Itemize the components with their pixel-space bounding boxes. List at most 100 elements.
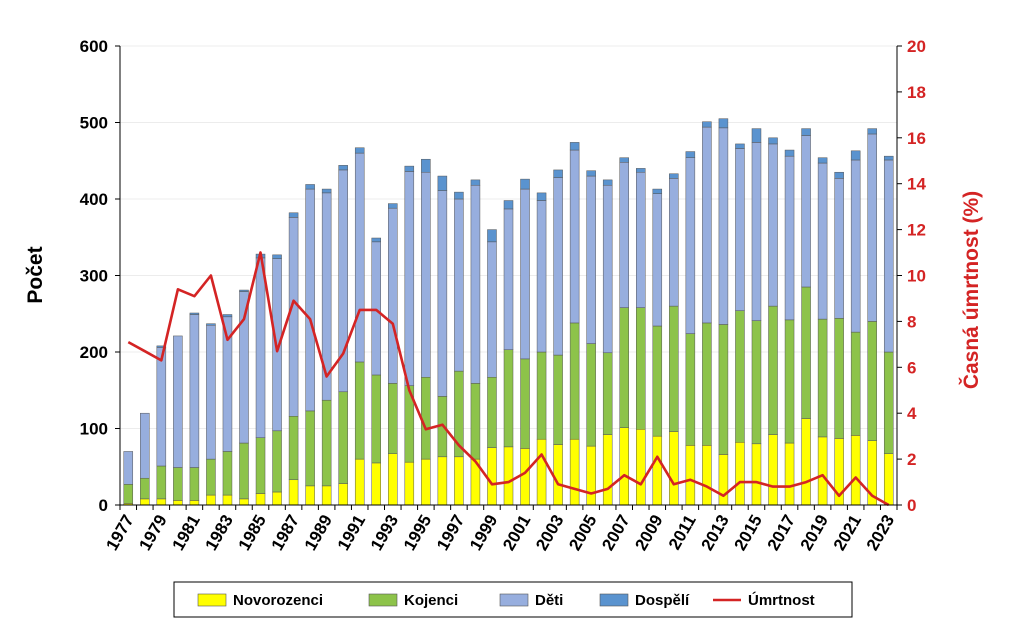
bar-kojenci-1999: [487, 376, 497, 448]
bar-děti-1982: [206, 324, 216, 460]
y-tick-label: 600: [80, 37, 108, 56]
bar-dospělí-1987: [288, 212, 299, 218]
bar-dospělí-2004: [569, 142, 580, 151]
legend-item-dospělí-label: Dospělí: [635, 592, 690, 609]
bar-dospělí-2008: [636, 168, 646, 173]
bar-novorozenci-2021: [850, 435, 861, 506]
bar-děti-1988: [305, 188, 315, 412]
bar-dospělí-1999: [487, 229, 497, 243]
bar-novorozenci-2010: [669, 431, 679, 506]
bar-novorozenci-2012: [702, 445, 712, 506]
bar-novorozenci-2005: [586, 445, 596, 506]
bar-dospělí-2001: [520, 178, 530, 190]
bar-novorozenci-1988: [305, 485, 315, 506]
bar-dospělí-2013: [718, 118, 729, 129]
bar-kojenci-2013: [718, 324, 729, 455]
bar-novorozenci-1999: [487, 447, 497, 506]
bar-děti-2012: [702, 126, 712, 324]
bar-kojenci-2007: [619, 307, 629, 428]
bar-dospělí-1994: [404, 165, 415, 172]
y-tick-label: 300: [80, 267, 108, 286]
bar-novorozenci-1985: [255, 493, 266, 506]
bar-novorozenci-1984: [239, 498, 249, 506]
bar-kojenci-2009: [652, 325, 663, 437]
bar-dospělí-2022: [867, 128, 877, 135]
bar-kojenci-1990: [338, 391, 348, 484]
bar-kojenci-1986: [272, 430, 282, 493]
x-axis-ticks: 1977197919811983198519871989199119931995…: [102, 505, 898, 554]
bar-děti-2020: [834, 178, 844, 319]
y2-tick-label: 8: [907, 312, 916, 331]
legend-item-kojenci-label: Kojenci: [404, 592, 458, 609]
y2-tick-label: 2: [907, 450, 916, 469]
bar-kojenci-2008: [636, 307, 646, 430]
bar-novorozenci-1989: [321, 485, 332, 506]
bar-kojenci-1984: [239, 442, 249, 500]
bar-novorozenci-1990: [338, 483, 348, 506]
left-axis-ticks: 0 100 200 300 400 500 600: [80, 37, 120, 515]
bar-novorozenci-2008: [636, 429, 646, 506]
bar-novorozenci-2015: [751, 443, 762, 506]
bar-dospělí-2014: [735, 143, 745, 149]
y2-tick-label: 14: [907, 175, 926, 194]
bar-kojenci-1977: [123, 484, 134, 504]
bar-děti-2019: [817, 162, 828, 320]
bar-kojenci-1989: [321, 399, 332, 487]
bar-kojenci-2020: [834, 318, 844, 439]
bar-kojenci-2018: [801, 286, 811, 419]
bar-novorozenci-1994: [404, 461, 415, 506]
x-tick-label: 2019: [797, 512, 832, 554]
mortality-line-layer: [127, 251, 890, 507]
bar-novorozenci-2004: [569, 438, 580, 506]
bar-děti-2006: [602, 184, 613, 354]
bar-kojenci-2000: [503, 349, 514, 448]
bar-novorozenci-1991: [354, 458, 365, 506]
bar-kojenci-2002: [536, 351, 547, 440]
bar-dospělí-2015: [751, 128, 762, 143]
bar-kojenci-1998: [470, 383, 481, 460]
bar-dospělí-2002: [536, 192, 547, 201]
bar-dospělí-1984: [239, 289, 249, 292]
bar-novorozenci-2006: [602, 434, 613, 506]
bar-děti-1977: [123, 451, 134, 485]
x-tick-label: 2003: [532, 512, 567, 554]
bar-dospělí-1988: [305, 184, 315, 190]
y-tick-label: 400: [80, 190, 108, 209]
bar-děti-2021: [850, 159, 861, 333]
bar-kojenci-1982: [206, 458, 216, 496]
x-tick-label: 2013: [698, 512, 733, 554]
legend-item-děti-swatch: [499, 593, 529, 607]
bar-děti-2017: [784, 155, 795, 321]
bar-dospělí-2005: [586, 170, 596, 177]
bar-dospělí-1983: [222, 314, 233, 318]
bar-děti-2013: [718, 127, 729, 325]
bar-dospělí-2011: [685, 151, 696, 158]
bar-děti-2002: [536, 200, 547, 353]
bar-děti-1992: [371, 241, 381, 376]
bar-dospělí-1989: [321, 188, 332, 194]
bar-děti-2010: [669, 178, 679, 307]
bar-kojenci-2004: [569, 322, 580, 440]
bar-děti-1987: [288, 217, 299, 417]
bar-děti-1978: [140, 412, 150, 479]
legend-item-dospělí-swatch: [599, 593, 629, 607]
y2-tick-label: 6: [907, 358, 916, 377]
y-axis-title: Počet: [24, 246, 47, 303]
bar-kojenci-2010: [669, 305, 679, 432]
y2-tick-label: 0: [907, 496, 916, 515]
x-tick-label: 1997: [433, 512, 468, 554]
bar-kojenci-2012: [702, 322, 712, 446]
bar-děti-2015: [751, 142, 762, 321]
y2-tick-label: 18: [907, 83, 926, 102]
bar-kojenci-1988: [305, 410, 315, 487]
bar-kojenci-2011: [685, 333, 696, 446]
bar-děti-2007: [619, 162, 629, 308]
bar-novorozenci-2013: [718, 454, 729, 506]
bar-novorozenci-1993: [388, 453, 398, 506]
y2-tick-label: 20: [907, 37, 926, 56]
bar-novorozenci-1978: [140, 498, 150, 506]
x-tick-label: 1983: [202, 512, 237, 554]
bar-děti-2011: [685, 157, 696, 334]
bar-novorozenci-2016: [768, 434, 778, 506]
bar-děti-1996: [437, 190, 448, 397]
